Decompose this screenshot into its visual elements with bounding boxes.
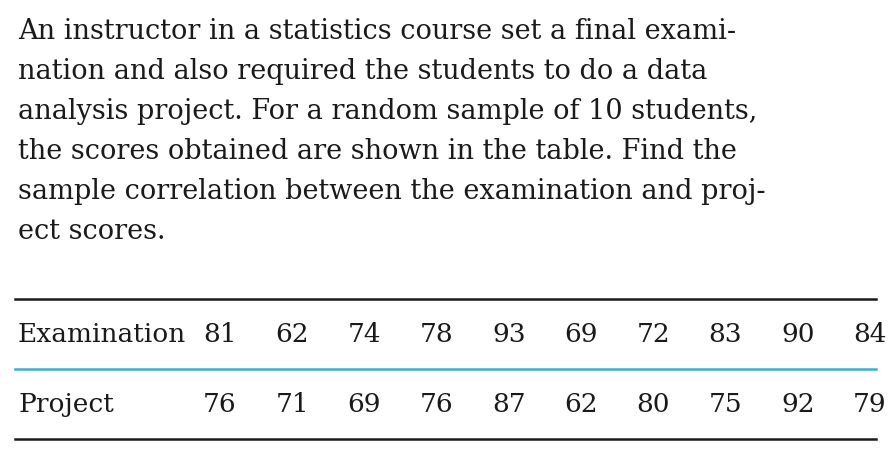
Text: 75: 75 (708, 392, 742, 417)
Text: 69: 69 (564, 322, 598, 347)
Text: 81: 81 (203, 322, 237, 347)
Text: 76: 76 (203, 392, 237, 417)
Text: 72: 72 (636, 322, 670, 347)
Text: 87: 87 (492, 392, 526, 417)
Text: 92: 92 (781, 392, 814, 417)
Text: 71: 71 (275, 392, 309, 417)
Text: 83: 83 (708, 322, 742, 347)
Text: Project: Project (18, 392, 114, 417)
Text: ect scores.: ect scores. (18, 218, 166, 245)
Text: 62: 62 (275, 322, 309, 347)
Text: 78: 78 (420, 322, 454, 347)
Text: 84: 84 (854, 322, 887, 347)
Text: Examination: Examination (18, 322, 186, 347)
Text: 74: 74 (347, 322, 381, 347)
Text: 76: 76 (420, 392, 454, 417)
Text: analysis project. For a random sample of 10 students,: analysis project. For a random sample of… (18, 98, 757, 125)
Text: 69: 69 (347, 392, 381, 417)
Text: sample correlation between the examination and proj-: sample correlation between the examinati… (18, 178, 765, 205)
Text: 80: 80 (636, 392, 670, 417)
Text: 79: 79 (854, 392, 887, 417)
Text: 62: 62 (564, 392, 598, 417)
Text: the scores obtained are shown in the table. Find the: the scores obtained are shown in the tab… (18, 138, 737, 165)
Text: 90: 90 (781, 322, 814, 347)
Text: 93: 93 (492, 322, 526, 347)
Text: nation and also required the students to do a data: nation and also required the students to… (18, 58, 707, 85)
Text: An instructor in a statistics course set a final exami-: An instructor in a statistics course set… (18, 18, 736, 45)
